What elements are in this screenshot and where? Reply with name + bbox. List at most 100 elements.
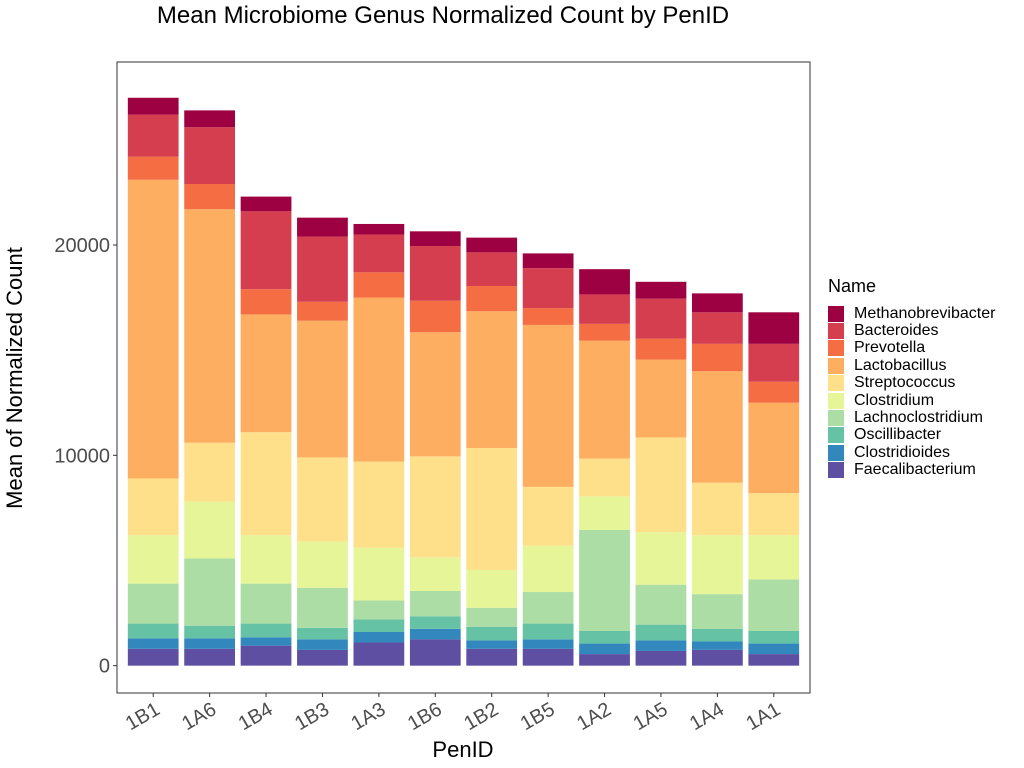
bar-segment-1B4-lactobacillus bbox=[240, 314, 292, 433]
legend-item-oscillibacter: Oscillibacter bbox=[828, 426, 995, 444]
bar-segment-1A1-clostridium bbox=[748, 535, 800, 580]
bar-segment-1B5-streptococcus bbox=[522, 486, 574, 546]
bar-segment-1B6-faecalibacterium bbox=[409, 639, 461, 666]
bar-segment-1B1-bacteroides bbox=[127, 114, 179, 157]
bar-segment-1B5-clostridioides bbox=[522, 639, 574, 649]
bar-segment-1B5-oscillibacter bbox=[522, 623, 574, 640]
bar-segment-1B1-clostridium bbox=[127, 535, 179, 584]
bar-segment-1A4-streptococcus bbox=[691, 482, 743, 536]
bar-segment-1A2-prevotella bbox=[579, 323, 630, 341]
bar-segment-1A3-clostridioides bbox=[353, 632, 405, 643]
legend-item-streptococcus: Streptococcus bbox=[828, 374, 995, 392]
bar-segment-1B2-lactobacillus bbox=[466, 311, 518, 448]
legend-swatch bbox=[828, 462, 844, 479]
bar-segment-1A4-faecalibacterium bbox=[691, 649, 743, 666]
bar-segment-1B3-lachnoclostridium bbox=[297, 587, 348, 628]
bar-segment-1B2-prevotella bbox=[466, 286, 518, 312]
legend-item-lachnoclostridium: Lachnoclostridium bbox=[828, 409, 995, 426]
bar-segment-1B1-faecalibacterium bbox=[127, 648, 179, 666]
bar-segment-1A4-prevotella bbox=[691, 343, 743, 372]
bar-segment-1A3-prevotella bbox=[353, 272, 405, 298]
legend-label: Faecalibacterium bbox=[854, 461, 976, 479]
bar-segment-1A1-faecalibacterium bbox=[748, 654, 800, 666]
bar-segment-1B4-clostridioides bbox=[240, 637, 292, 646]
bar-segment-1A3-faecalibacterium bbox=[353, 642, 405, 666]
bar-segment-1A3-streptococcus bbox=[353, 461, 405, 548]
legend-swatch bbox=[828, 323, 844, 340]
bar-segment-1A4-methanobrevibacter bbox=[691, 293, 743, 313]
legend-item-clostridium: Clostridium bbox=[828, 392, 995, 409]
legend-label: Bacteroides bbox=[854, 322, 939, 340]
bar-segment-1A6-clostridium bbox=[184, 501, 236, 559]
legend-swatch bbox=[828, 444, 844, 461]
bar-segment-1A2-lachnoclostridium bbox=[579, 529, 630, 631]
legend-item-clostridioides: Clostridioides bbox=[828, 444, 995, 461]
bar-segment-1A1-lachnoclostridium bbox=[748, 579, 800, 631]
bar-segment-1B2-faecalibacterium bbox=[466, 648, 518, 666]
bar-segment-1A4-lactobacillus bbox=[691, 371, 743, 483]
legend-label: Streptococcus bbox=[854, 374, 956, 392]
bar-segment-1A4-oscillibacter bbox=[691, 628, 743, 642]
bar-segment-1B6-bacteroides bbox=[409, 246, 461, 301]
x-tick-label: 1A6 bbox=[178, 698, 220, 735]
bar-segment-1B1-lactobacillus bbox=[127, 179, 179, 479]
legend-swatch bbox=[828, 410, 844, 427]
legend-item-methanobrevibacter: Methanobrevibacter bbox=[828, 305, 995, 322]
bar-segment-1A2-clostridium bbox=[579, 496, 630, 530]
bar-segment-1A3-lachnoclostridium bbox=[353, 600, 405, 620]
legend-label: Prevotella bbox=[854, 339, 926, 357]
bar-segment-1B5-prevotella bbox=[522, 308, 574, 325]
bar-segment-1A6-faecalibacterium bbox=[184, 648, 236, 666]
bar-segment-1B2-oscillibacter bbox=[466, 626, 518, 641]
bar-segment-1B4-lachnoclostridium bbox=[240, 583, 292, 624]
bar-segment-1B2-streptococcus bbox=[466, 447, 518, 570]
legend-label: Oscillibacter bbox=[854, 426, 942, 444]
bar-segment-1B3-clostridium bbox=[297, 541, 348, 588]
bar-segment-1A4-bacteroides bbox=[691, 312, 743, 344]
bar-segment-1A1-lactobacillus bbox=[748, 402, 800, 494]
y-tick-label: 0 bbox=[99, 656, 110, 678]
x-tick-label: 1A4 bbox=[686, 698, 728, 735]
legend-swatch bbox=[828, 305, 844, 322]
bar-segment-1A1-streptococcus bbox=[748, 493, 800, 536]
bar-segment-1B1-methanobrevibacter bbox=[127, 97, 179, 115]
bar-segment-1A5-bacteroides bbox=[635, 298, 687, 339]
bar-segment-1A6-bacteroides bbox=[184, 127, 236, 184]
bar-segment-1B2-lachnoclostridium bbox=[466, 607, 518, 627]
bar-segment-1B4-prevotella bbox=[240, 289, 292, 315]
legend-swatch bbox=[828, 427, 844, 444]
bar-segment-1A5-lachnoclostridium bbox=[635, 584, 687, 625]
legend-label: Lactobacillus bbox=[854, 356, 947, 374]
bar-segment-1B4-streptococcus bbox=[240, 432, 292, 536]
legend-label: Methanobrevibacter bbox=[854, 304, 996, 322]
x-axis: 1B1 1A6 1B4 1B3 1A3 1B6 1B2 1B5 1A2 1A5 1A4 1A1 bbox=[122, 693, 784, 735]
bar-segment-1A1-methanobrevibacter bbox=[748, 312, 800, 344]
x-tick-label: 1A3 bbox=[348, 698, 390, 735]
bar-segment-1B6-clostridioides bbox=[409, 628, 461, 640]
legend-item-faecalibacterium: Faecalibacterium bbox=[828, 461, 995, 479]
chart-title: Mean Microbiome Genus Normalized Count b… bbox=[156, 2, 730, 29]
legend-item-bacteroides: Bacteroides bbox=[828, 322, 995, 339]
bar-segment-1A6-clostridioides bbox=[184, 638, 236, 649]
bar-segment-1B2-methanobrevibacter bbox=[466, 237, 518, 253]
bar-segment-1B5-faecalibacterium bbox=[522, 648, 574, 666]
x-axis-title: PenID bbox=[432, 737, 493, 762]
bar-segment-1A5-streptococcus bbox=[635, 437, 687, 533]
bar-segment-1A4-lachnoclostridium bbox=[691, 594, 743, 629]
bar-segment-1A1-bacteroides bbox=[748, 343, 800, 382]
legend-swatch bbox=[828, 340, 844, 357]
bar-segment-1B4-faecalibacterium bbox=[240, 645, 292, 666]
bar-segment-1B5-clostridium bbox=[522, 545, 574, 593]
bar-segment-1B1-streptococcus bbox=[127, 478, 179, 536]
bar-segment-1A3-bacteroides bbox=[353, 234, 405, 273]
bar-segment-1A6-oscillibacter bbox=[184, 625, 236, 639]
bar-segment-1B3-streptococcus bbox=[297, 457, 348, 542]
bar-segment-1B2-clostridium bbox=[466, 569, 518, 608]
bar-segment-1B3-lactobacillus bbox=[297, 320, 348, 458]
bar-segment-1A3-clostridium bbox=[353, 547, 405, 601]
bar-segment-1B3-faecalibacterium bbox=[297, 649, 348, 666]
bar-segment-1A4-clostridium bbox=[691, 535, 743, 595]
bars-group bbox=[127, 97, 800, 666]
bar-segment-1A2-oscillibacter bbox=[579, 630, 630, 644]
